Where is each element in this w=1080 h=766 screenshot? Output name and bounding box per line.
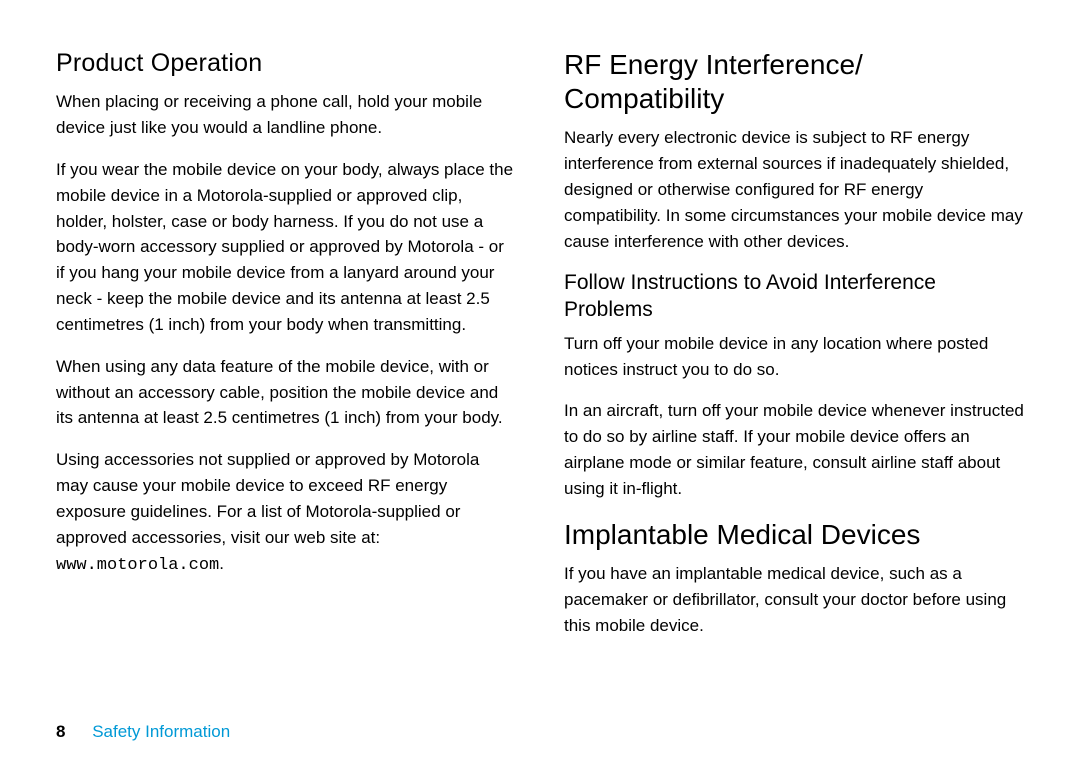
page-columns: Product Operation When placing or receiv… bbox=[56, 48, 1024, 688]
paragraph: Nearly every electronic device is subjec… bbox=[564, 125, 1024, 254]
footer-section-name: Safety Information bbox=[92, 722, 230, 741]
paragraph: Using accessories not supplied or approv… bbox=[56, 447, 516, 578]
url-text: www.motorola.com bbox=[56, 556, 219, 575]
paragraph: When placing or receiving a phone call, … bbox=[56, 89, 516, 141]
paragraph: If you have an implantable medical devic… bbox=[564, 561, 1024, 638]
paragraph: Turn off your mobile device in any locat… bbox=[564, 331, 1024, 383]
page-number: 8 bbox=[56, 722, 65, 741]
heading-product-operation: Product Operation bbox=[56, 48, 516, 79]
paragraph: In an aircraft, turn off your mobile dev… bbox=[564, 398, 1024, 501]
paragraph: If you wear the mobile device on your bo… bbox=[56, 157, 516, 338]
heading-rf-energy: RF Energy Interference/ Compatibility bbox=[564, 48, 1024, 115]
right-column: RF Energy Interference/ Compatibility Ne… bbox=[564, 48, 1024, 688]
page-footer: 8 Safety Information bbox=[56, 722, 230, 742]
subheading-follow-instructions: Follow Instructions to Avoid Interferenc… bbox=[564, 270, 1024, 323]
paragraph-text: Using accessories not supplied or approv… bbox=[56, 450, 479, 546]
paragraph: When using any data feature of the mobil… bbox=[56, 354, 516, 431]
paragraph-text: . bbox=[219, 554, 224, 573]
heading-implantable-medical: Implantable Medical Devices bbox=[564, 518, 1024, 552]
left-column: Product Operation When placing or receiv… bbox=[56, 48, 516, 688]
